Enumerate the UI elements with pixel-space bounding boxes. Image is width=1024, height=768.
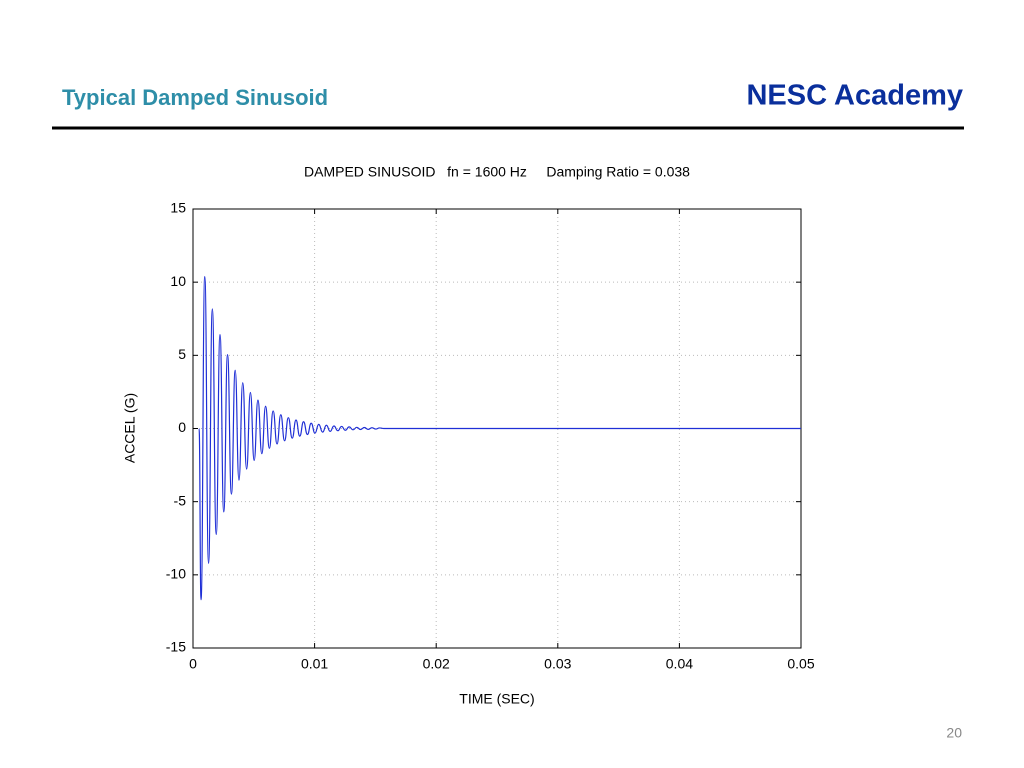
slide-title: Typical Damped Sinusoid <box>62 85 328 110</box>
data-line <box>198 275 801 601</box>
y-tick-label: 15 <box>170 200 186 216</box>
page-number: 20 <box>946 725 962 741</box>
y-tick-label: -5 <box>174 492 187 508</box>
y-tick-label: 10 <box>170 273 186 289</box>
y-tick-label: 5 <box>178 346 186 362</box>
x-tick-label: 0.04 <box>666 656 693 672</box>
y-axis-label: ACCEL (G) <box>122 393 138 463</box>
x-tick-label: 0.01 <box>301 656 328 672</box>
x-tick-label: 0.02 <box>423 656 450 672</box>
brand: NESC Academy <box>746 80 963 112</box>
y-tick-label: 0 <box>178 419 186 435</box>
y-tick-label: -15 <box>166 639 186 655</box>
x-tick-label: 0.05 <box>787 656 814 672</box>
chart-title: DAMPED SINUSOID fn = 1600 Hz Damping Rat… <box>304 164 690 180</box>
x-axis-label: TIME (SEC) <box>459 691 534 707</box>
x-tick-label: 0.03 <box>544 656 571 672</box>
x-tick-label: 0 <box>189 656 197 672</box>
y-tick-label: -10 <box>166 566 186 582</box>
